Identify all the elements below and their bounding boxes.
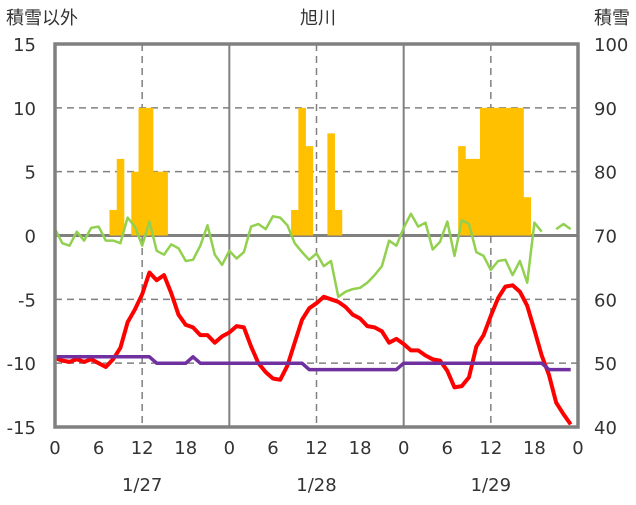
left-tick-label: 15 bbox=[13, 35, 36, 56]
plot-frame bbox=[53, 42, 580, 429]
snow-bar bbox=[472, 158, 481, 236]
snow-bar bbox=[487, 107, 495, 236]
snow-bar bbox=[523, 197, 532, 236]
left-tick-label: 5 bbox=[25, 163, 36, 184]
x-tick-label: 0 bbox=[49, 438, 60, 459]
series-green-line bbox=[53, 212, 572, 299]
snow-bar bbox=[458, 146, 466, 236]
x-tick-label: 6 bbox=[442, 438, 453, 459]
left-tick-label: -10 bbox=[7, 354, 36, 375]
x-tick-label: 18 bbox=[523, 438, 546, 459]
snow-bar bbox=[131, 171, 139, 236]
snow-bar bbox=[334, 209, 343, 236]
snow-bar bbox=[138, 107, 147, 236]
x-tick-label: 0 bbox=[224, 438, 235, 459]
left-tick-label: 10 bbox=[13, 99, 36, 120]
right-tick-label: 90 bbox=[594, 99, 617, 120]
snow-bar bbox=[305, 146, 314, 236]
right-tick-label: 70 bbox=[594, 227, 617, 248]
snow-bar bbox=[494, 107, 503, 236]
date-label: 1/27 bbox=[122, 475, 162, 496]
left-tick-label: -5 bbox=[18, 290, 36, 311]
x-tick-label: 12 bbox=[131, 438, 154, 459]
plot-border bbox=[53, 42, 580, 429]
snow-bar bbox=[291, 209, 299, 236]
right-tick-label: 50 bbox=[594, 354, 617, 375]
right-axis-title: 積雪 bbox=[594, 8, 630, 29]
series-red-line bbox=[54, 270, 573, 426]
snow-bar bbox=[479, 107, 488, 236]
right-tick-label: 40 bbox=[594, 418, 617, 439]
snow-bar bbox=[465, 158, 473, 236]
snow-bar bbox=[145, 107, 154, 236]
snow-bar bbox=[508, 107, 517, 236]
snow-bar bbox=[501, 107, 510, 236]
left-axis-title: 積雪以外 bbox=[6, 8, 78, 29]
snow-bar bbox=[298, 107, 306, 236]
x-tick-label: 0 bbox=[572, 438, 583, 459]
x-tick-label: 0 bbox=[398, 438, 409, 459]
right-tick-label: 80 bbox=[594, 163, 617, 184]
right-tick-label: 60 bbox=[594, 290, 617, 311]
snow-bar bbox=[109, 209, 118, 236]
chart-title: 旭川 bbox=[300, 8, 336, 29]
left-tick-label: 0 bbox=[25, 227, 36, 248]
snow-bar bbox=[160, 171, 168, 236]
left-tick-label: -15 bbox=[7, 418, 36, 439]
date-label: 1/28 bbox=[296, 475, 336, 496]
series-lines bbox=[53, 212, 573, 426]
snow-bar bbox=[153, 171, 161, 236]
snow-bar bbox=[327, 133, 335, 236]
snow-bar bbox=[116, 158, 125, 236]
x-tick-label: 6 bbox=[93, 438, 104, 459]
snow-bar bbox=[516, 107, 524, 236]
x-tick-label: 6 bbox=[267, 438, 278, 459]
series-purple-line bbox=[55, 355, 571, 372]
x-tick-label: 12 bbox=[305, 438, 328, 459]
x-tick-label: 18 bbox=[174, 438, 197, 459]
snow-bars bbox=[109, 107, 532, 236]
x-tick-label: 18 bbox=[349, 438, 372, 459]
x-tick-label: 12 bbox=[479, 438, 502, 459]
date-label: 1/29 bbox=[471, 475, 511, 496]
right-tick-label: 100 bbox=[594, 35, 628, 56]
